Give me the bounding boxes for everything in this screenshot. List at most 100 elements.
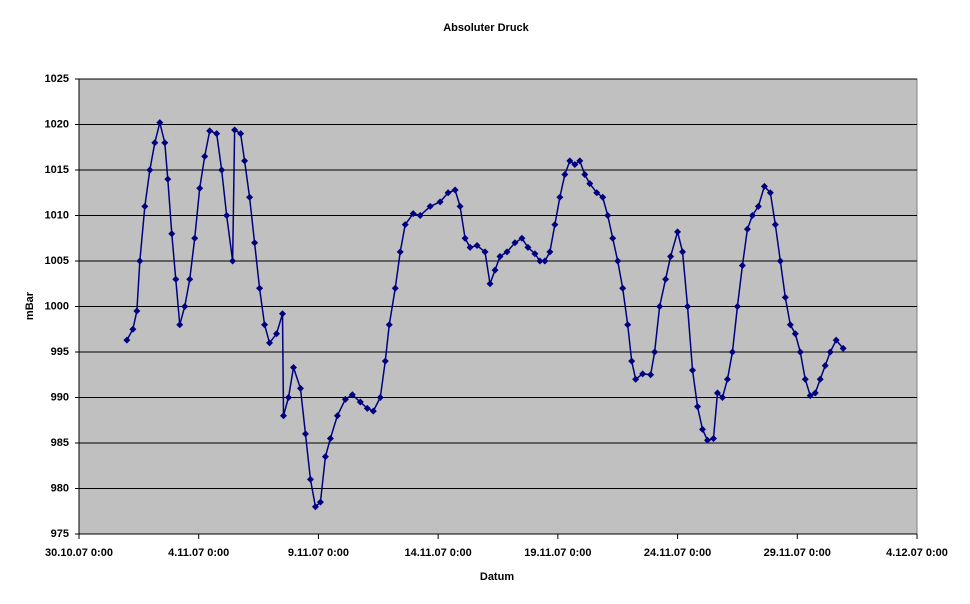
data-point xyxy=(604,212,612,219)
data-point xyxy=(333,412,341,420)
data-point xyxy=(561,171,569,179)
y-tick-label: 1005 xyxy=(45,255,69,267)
data-point xyxy=(461,234,469,242)
data-point xyxy=(771,221,779,229)
data-point xyxy=(524,243,532,251)
data-point xyxy=(684,303,692,310)
data-point xyxy=(289,363,297,371)
data-point xyxy=(713,389,721,397)
data-point xyxy=(426,202,434,210)
data-point xyxy=(196,184,204,192)
data-point xyxy=(738,262,746,270)
data-point xyxy=(168,230,176,238)
data-point xyxy=(619,284,627,292)
data-point xyxy=(141,202,149,210)
data-point xyxy=(213,130,221,138)
y-tick-label: 985 xyxy=(51,437,69,449)
data-point xyxy=(624,321,632,329)
data-point xyxy=(694,403,702,411)
data-point xyxy=(316,498,324,506)
data-point xyxy=(176,321,184,329)
data-point xyxy=(546,248,554,256)
y-tick-label: 995 xyxy=(51,346,69,358)
data-point xyxy=(656,303,664,310)
data-point xyxy=(161,139,169,147)
data-point xyxy=(133,307,141,315)
chart-title: Absoluter Druck xyxy=(443,22,529,34)
data-point xyxy=(201,152,209,160)
y-tick-label: 1025 xyxy=(45,73,69,85)
data-point xyxy=(391,284,399,292)
data-point xyxy=(311,503,319,511)
data-point xyxy=(576,157,584,165)
data-point xyxy=(246,193,254,201)
data-point xyxy=(801,375,809,383)
data-point xyxy=(566,157,574,165)
data-point xyxy=(369,407,377,415)
data-point xyxy=(376,394,384,401)
data-point xyxy=(151,139,159,147)
data-point xyxy=(806,392,814,400)
y-tick-label: 990 xyxy=(51,391,69,403)
data-point xyxy=(481,248,489,256)
data-point xyxy=(279,310,287,318)
data-point xyxy=(571,161,579,169)
data-point xyxy=(381,357,389,365)
data-point xyxy=(496,252,504,260)
data-point xyxy=(733,303,741,310)
data-point xyxy=(280,412,288,420)
data-point xyxy=(839,344,847,352)
data-point xyxy=(816,375,824,383)
data-point xyxy=(385,321,393,329)
data-point xyxy=(551,221,559,229)
data-point xyxy=(518,234,526,242)
data-point xyxy=(486,280,494,288)
data-point xyxy=(401,221,409,229)
data-point xyxy=(614,257,622,265)
data-point xyxy=(363,404,371,412)
data-point xyxy=(218,166,226,174)
data-point xyxy=(285,394,292,401)
data-point xyxy=(473,242,481,250)
data-point xyxy=(599,193,607,201)
data-point xyxy=(321,453,329,461)
y-tick-label: 1000 xyxy=(45,300,69,312)
data-point xyxy=(556,193,564,201)
data-point xyxy=(667,252,675,260)
data-point xyxy=(531,250,539,258)
data-point xyxy=(241,157,249,165)
data-point xyxy=(466,243,474,251)
y-tick-label: 980 xyxy=(51,482,69,494)
data-point xyxy=(206,127,214,135)
data-point xyxy=(136,257,144,265)
data-point xyxy=(436,198,444,206)
data-point xyxy=(123,336,131,344)
data-point xyxy=(628,357,636,365)
data-point xyxy=(651,348,659,356)
data-point xyxy=(718,394,726,401)
data-point xyxy=(647,371,655,379)
y-tick-label: 1010 xyxy=(45,209,69,221)
data-point xyxy=(261,321,269,329)
y-tick-label: 1015 xyxy=(45,164,69,176)
data-point xyxy=(662,275,670,283)
data-point xyxy=(341,395,349,403)
data-point xyxy=(791,330,799,338)
data-point xyxy=(296,384,304,392)
data-point xyxy=(632,375,640,383)
data-point xyxy=(164,175,172,183)
x-tick-label: 24.11.07 0:00 xyxy=(644,547,711,559)
data-point xyxy=(689,366,697,374)
data-point xyxy=(609,234,617,242)
data-point xyxy=(186,275,194,283)
data-point xyxy=(679,248,687,256)
y-tick-label: 975 xyxy=(51,528,69,540)
data-point xyxy=(409,210,417,218)
data-point xyxy=(723,375,731,383)
x-tick-label: 4.11.07 0:00 xyxy=(168,547,229,559)
data-point xyxy=(536,257,544,265)
data-point xyxy=(266,339,274,347)
data-point xyxy=(356,398,364,406)
data-point xyxy=(581,171,589,179)
data-point xyxy=(223,212,231,219)
